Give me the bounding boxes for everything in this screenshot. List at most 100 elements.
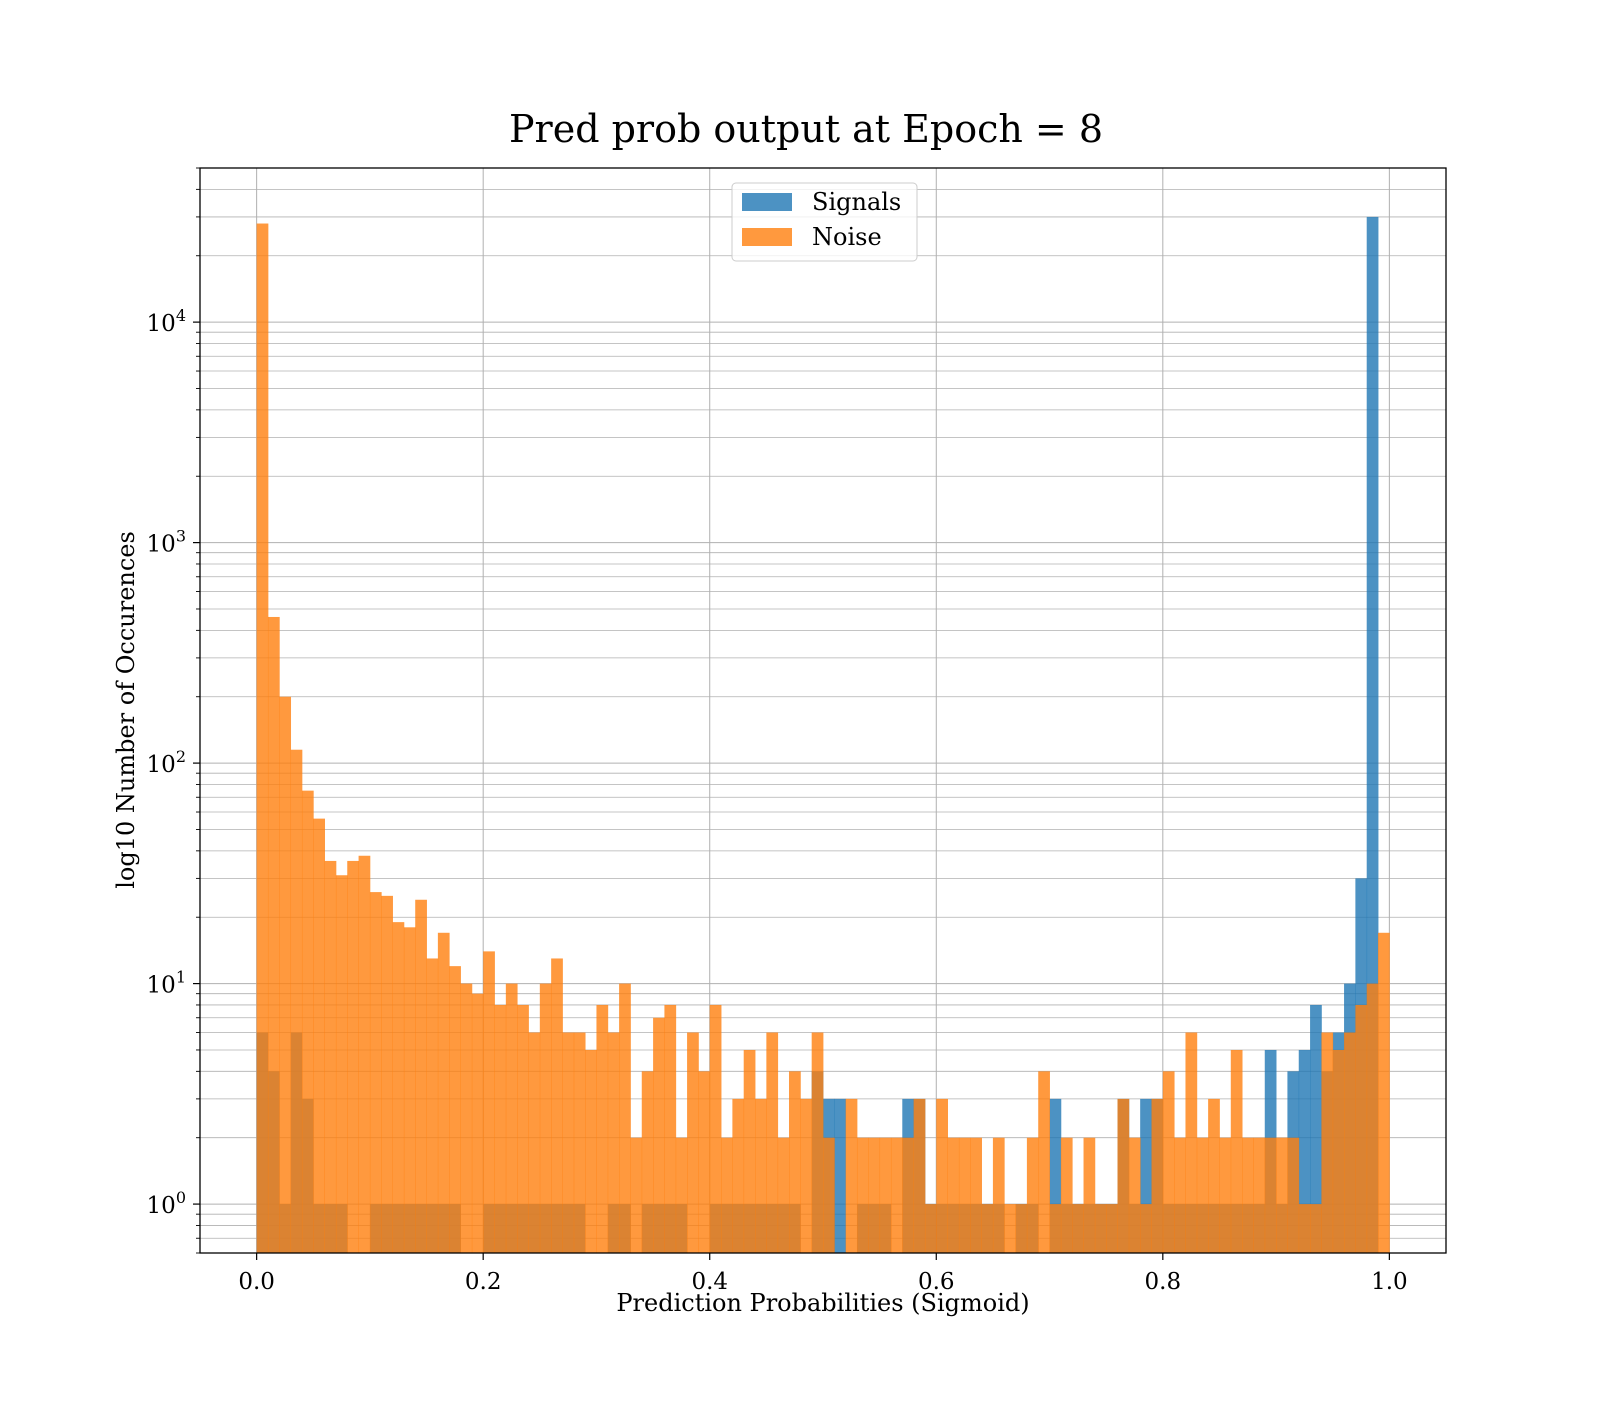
bar-noise bbox=[879, 1137, 892, 1253]
bar-noise bbox=[653, 1017, 665, 1253]
legend-swatch-signals bbox=[742, 193, 792, 211]
bar-signals bbox=[1049, 1098, 1062, 1253]
x-tick-label: 0.0 bbox=[238, 1269, 275, 1295]
bar-noise bbox=[890, 1137, 903, 1253]
bar-noise bbox=[777, 1137, 790, 1253]
bar-noise bbox=[358, 855, 371, 1253]
bar-noise bbox=[1208, 1098, 1220, 1253]
bar-noise bbox=[369, 892, 382, 1253]
bar-noise bbox=[868, 1137, 881, 1253]
bar-noise bbox=[449, 966, 461, 1253]
bar-noise bbox=[789, 1071, 801, 1253]
x-axis-label: Prediction Probabilities (Sigmoid) bbox=[616, 1289, 1029, 1317]
bar-noise bbox=[528, 1032, 541, 1253]
bar-noise bbox=[698, 1071, 711, 1253]
bar-noise bbox=[1344, 1032, 1356, 1253]
bar-noise bbox=[1332, 1049, 1345, 1253]
bar-noise bbox=[856, 1137, 869, 1253]
y-tick-label: 103 bbox=[147, 527, 186, 558]
bar-noise bbox=[845, 1098, 858, 1253]
bar-noise bbox=[1310, 1204, 1322, 1253]
bar-noise bbox=[301, 790, 314, 1253]
bar-noise bbox=[403, 927, 416, 1253]
bar-noise bbox=[1321, 1032, 1334, 1253]
bar-noise bbox=[1230, 1049, 1243, 1253]
bar-noise bbox=[902, 1137, 915, 1253]
bar-noise bbox=[539, 983, 552, 1253]
chart-title: Pred prob output at Epoch = 8 bbox=[509, 107, 1103, 151]
bar-signals bbox=[1298, 1049, 1311, 1253]
bar-noise bbox=[1253, 1137, 1266, 1253]
bar-noise bbox=[811, 1032, 824, 1253]
x-tick-label: 0.2 bbox=[465, 1269, 502, 1295]
bar-noise bbox=[607, 1032, 620, 1253]
bar-noise bbox=[1219, 1137, 1232, 1253]
bar-noise bbox=[1355, 1004, 1368, 1253]
bar-noise bbox=[1366, 983, 1379, 1253]
bar-noise bbox=[1004, 1204, 1016, 1253]
bar-noise bbox=[335, 875, 348, 1253]
bar-noise bbox=[913, 1098, 926, 1253]
bar-noise bbox=[1072, 1204, 1084, 1253]
bar-noise bbox=[1298, 1204, 1311, 1253]
bar-noise bbox=[766, 1032, 779, 1253]
bar-noise bbox=[924, 1204, 937, 1253]
bar-noise bbox=[437, 932, 450, 1253]
bar-noise bbox=[958, 1137, 971, 1253]
bar-noise bbox=[992, 1137, 1005, 1253]
bar-noise bbox=[1185, 1032, 1198, 1253]
x-tick-label: 0.4 bbox=[691, 1269, 728, 1295]
bar-noise bbox=[471, 993, 484, 1253]
bar-noise bbox=[1083, 1137, 1096, 1253]
bar-noise bbox=[562, 1032, 575, 1253]
bar-noise bbox=[641, 1071, 654, 1253]
y-tick-label: 102 bbox=[147, 747, 186, 778]
y-tick-label: 101 bbox=[147, 968, 186, 999]
legend-label-noise: Noise bbox=[812, 223, 882, 251]
bar-noise bbox=[1140, 1204, 1152, 1253]
bar-noise bbox=[1264, 1137, 1277, 1253]
bar-noise bbox=[1242, 1137, 1254, 1253]
bar-noise bbox=[823, 1137, 835, 1253]
bar-noise bbox=[619, 983, 631, 1253]
x-axis: 0.0 0.2 0.4 0.6 0.8 1.0 bbox=[238, 1253, 1408, 1295]
bar-noise bbox=[1038, 1071, 1050, 1253]
bar-noise bbox=[415, 899, 427, 1253]
bar-noise bbox=[1196, 1137, 1209, 1253]
legend-swatch-noise bbox=[742, 228, 792, 246]
bar-noise bbox=[551, 958, 563, 1253]
bar-noise bbox=[313, 818, 325, 1253]
bar-noise bbox=[392, 922, 405, 1253]
bar-noise bbox=[630, 1137, 643, 1253]
bar-noise bbox=[664, 1004, 677, 1253]
bar-noise bbox=[1094, 1204, 1107, 1253]
bar-noise bbox=[505, 983, 518, 1253]
bar-noise bbox=[755, 1098, 767, 1253]
bar-noise bbox=[1106, 1204, 1118, 1253]
bar-noise bbox=[517, 1004, 529, 1253]
bar-noise bbox=[675, 1137, 688, 1253]
bar-noise bbox=[743, 1049, 756, 1253]
bar-noise bbox=[1151, 1098, 1164, 1253]
bar-noise bbox=[936, 1098, 948, 1253]
bar-noise bbox=[1378, 932, 1390, 1253]
bar-noise bbox=[1026, 1137, 1039, 1253]
y-tick-label: 104 bbox=[147, 306, 186, 337]
bar-noise bbox=[687, 1032, 699, 1253]
bar-noise bbox=[347, 860, 359, 1253]
legend-label-signals: Signals bbox=[812, 188, 901, 216]
bar-noise bbox=[1174, 1137, 1186, 1253]
bar-noise bbox=[981, 1204, 994, 1253]
x-tick-label: 0.6 bbox=[918, 1269, 955, 1295]
y-tick-label: 100 bbox=[147, 1188, 186, 1219]
legend: Signals Noise bbox=[731, 182, 918, 262]
bar-noise bbox=[483, 951, 495, 1253]
bar-noise bbox=[426, 958, 439, 1253]
bar-noise bbox=[256, 223, 269, 1253]
bar-noise bbox=[585, 1049, 597, 1253]
bar-noise bbox=[1060, 1137, 1073, 1253]
bar-noise bbox=[732, 1098, 745, 1253]
bar-noise bbox=[709, 1004, 722, 1253]
bar-signals bbox=[834, 1098, 847, 1253]
